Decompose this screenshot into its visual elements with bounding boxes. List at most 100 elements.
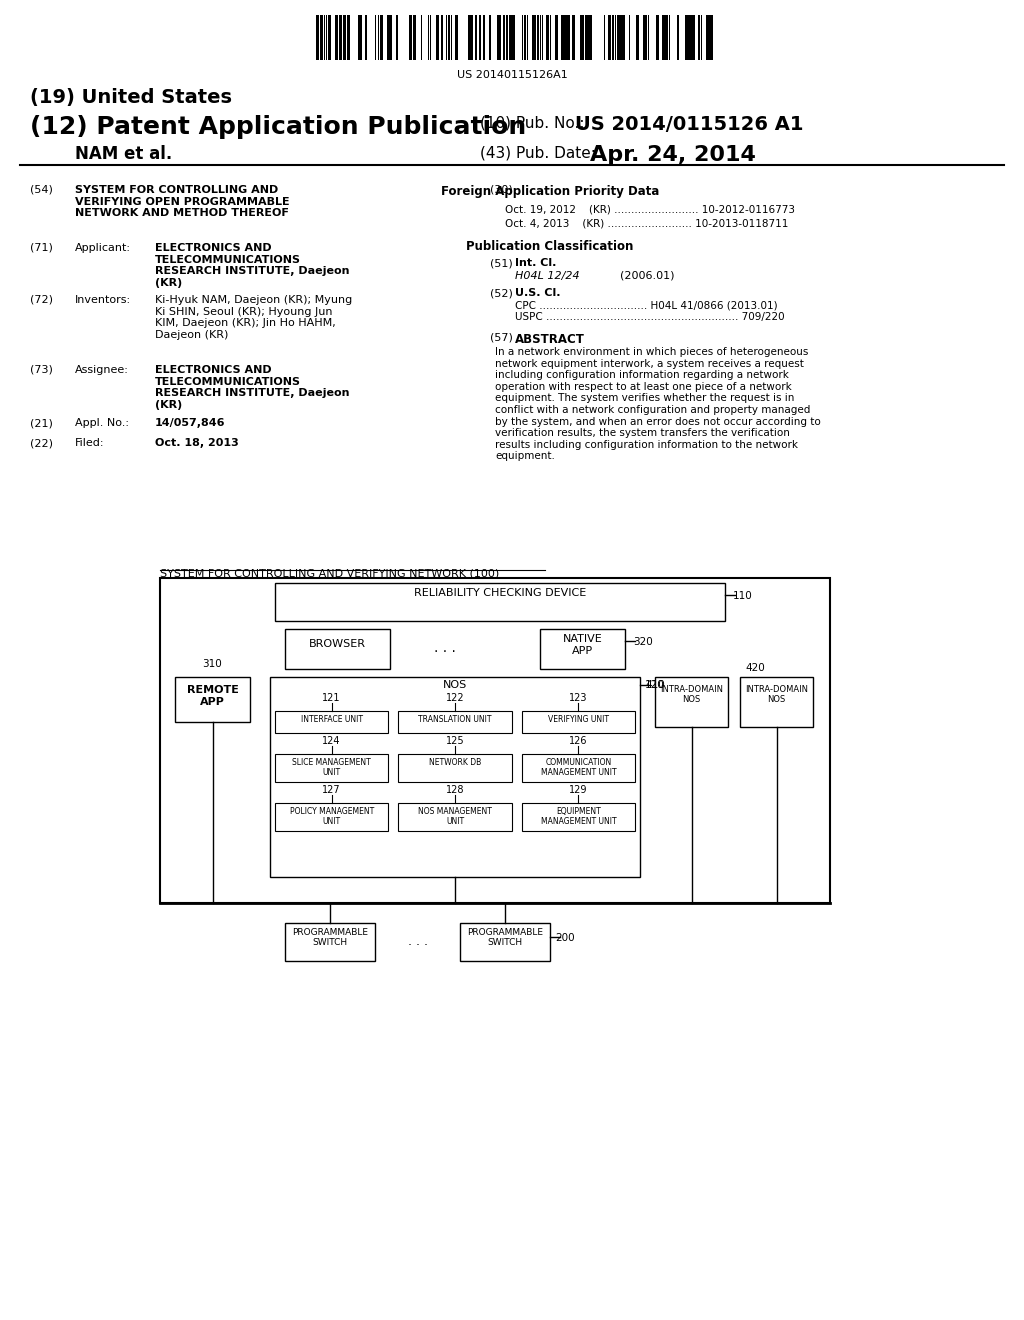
- Bar: [328, 15, 331, 59]
- Bar: [275, 711, 388, 733]
- Bar: [275, 583, 725, 620]
- Bar: [512, 15, 515, 59]
- Text: TRANSLATION UNIT: TRANSLATION UNIT: [418, 715, 492, 723]
- Text: 121: 121: [323, 693, 341, 704]
- Bar: [360, 15, 362, 59]
- Bar: [740, 677, 813, 727]
- Text: . . .: . . .: [434, 642, 456, 655]
- Text: SLICE MANAGEMENT
UNIT: SLICE MANAGEMENT UNIT: [292, 758, 371, 777]
- Text: ELECTRONICS AND
TELECOMMUNICATIONS
RESEARCH INSTITUTE, Daejeon
(KR): ELECTRONICS AND TELECOMMUNICATIONS RESEA…: [155, 366, 349, 409]
- Bar: [499, 15, 501, 59]
- Bar: [540, 630, 625, 669]
- Bar: [561, 15, 564, 59]
- Text: CPC ................................ H04L 41/0866 (2013.01): CPC ................................ H04…: [515, 300, 777, 310]
- Bar: [587, 15, 590, 59]
- Bar: [506, 15, 508, 59]
- Bar: [347, 15, 350, 59]
- Text: . . .: . . .: [408, 935, 427, 948]
- Text: (22): (22): [30, 438, 53, 447]
- Bar: [285, 923, 375, 961]
- Bar: [436, 15, 438, 59]
- Text: REMOTE
APP: REMOTE APP: [186, 685, 239, 706]
- Bar: [710, 15, 713, 59]
- Bar: [365, 15, 367, 59]
- Text: In a network environment in which pieces of heterogeneous
network equipment inte: In a network environment in which pieces…: [495, 347, 821, 462]
- Bar: [160, 578, 830, 903]
- Bar: [475, 15, 477, 59]
- Text: USPC ......................................................... 709/220: USPC ...................................…: [515, 312, 784, 322]
- Bar: [398, 754, 512, 781]
- Bar: [620, 15, 622, 59]
- Text: (21): (21): [30, 418, 53, 428]
- Text: 200: 200: [555, 933, 574, 942]
- Text: INTRA-DOMAIN
NOS: INTRA-DOMAIN NOS: [660, 685, 723, 705]
- Bar: [275, 803, 388, 832]
- Text: NOS MANAGEMENT
UNIT: NOS MANAGEMENT UNIT: [418, 807, 492, 826]
- Bar: [622, 15, 625, 59]
- Bar: [497, 15, 499, 59]
- Text: NETWORK DB: NETWORK DB: [429, 758, 481, 767]
- Text: NAM et al.: NAM et al.: [75, 145, 172, 162]
- Bar: [455, 15, 458, 59]
- Text: (19) United States: (19) United States: [30, 88, 232, 107]
- Text: COMMUNICATION
MANAGEMENT UNIT: COMMUNICATION MANAGEMENT UNIT: [541, 758, 616, 777]
- Bar: [358, 15, 360, 59]
- Text: 123: 123: [569, 693, 588, 704]
- Text: (71): (71): [30, 243, 53, 253]
- Bar: [521, 711, 635, 733]
- Bar: [688, 15, 691, 59]
- Bar: [655, 677, 728, 727]
- Text: ABSTRACT: ABSTRACT: [515, 333, 585, 346]
- Text: Int. Cl.: Int. Cl.: [515, 257, 556, 268]
- Bar: [441, 15, 443, 59]
- Text: Apr. 24, 2014: Apr. 24, 2014: [590, 145, 756, 165]
- Bar: [409, 15, 412, 59]
- Text: SYSTEM FOR CONTROLLING AND VERIFYING NETWORK (100): SYSTEM FOR CONTROLLING AND VERIFYING NET…: [160, 568, 500, 578]
- Text: (72): (72): [30, 294, 53, 305]
- Text: US 20140115126A1: US 20140115126A1: [457, 70, 567, 81]
- Bar: [564, 15, 567, 59]
- Bar: [479, 15, 481, 59]
- Text: 320: 320: [633, 638, 652, 647]
- Bar: [319, 15, 323, 59]
- Text: 410: 410: [645, 680, 665, 690]
- Bar: [572, 15, 575, 59]
- Text: Oct. 18, 2013: Oct. 18, 2013: [155, 438, 239, 447]
- Bar: [546, 15, 549, 59]
- Text: Foreign Application Priority Data: Foreign Application Priority Data: [440, 185, 659, 198]
- Bar: [390, 15, 392, 59]
- Bar: [413, 15, 416, 59]
- Bar: [275, 754, 388, 781]
- Bar: [636, 15, 639, 59]
- Text: 125: 125: [445, 737, 464, 746]
- Bar: [398, 803, 512, 832]
- Text: (12) Patent Application Publication: (12) Patent Application Publication: [30, 115, 526, 139]
- Bar: [175, 677, 250, 722]
- Bar: [460, 923, 550, 961]
- Bar: [665, 15, 668, 59]
- Bar: [580, 15, 583, 59]
- Bar: [449, 15, 450, 59]
- Bar: [567, 15, 570, 59]
- Bar: [617, 15, 620, 59]
- Bar: [471, 15, 473, 59]
- Bar: [468, 15, 471, 59]
- Bar: [270, 677, 640, 876]
- Text: (51): (51): [490, 257, 513, 268]
- Text: (10) Pub. No.:: (10) Pub. No.:: [480, 115, 585, 129]
- Bar: [685, 15, 688, 59]
- Bar: [643, 15, 646, 59]
- Bar: [656, 15, 659, 59]
- Text: (73): (73): [30, 366, 53, 375]
- Text: 122: 122: [445, 693, 464, 704]
- Bar: [608, 15, 611, 59]
- Text: Publication Classification: Publication Classification: [466, 240, 634, 253]
- Text: INTRA-DOMAIN
NOS: INTRA-DOMAIN NOS: [745, 685, 808, 705]
- Text: SYSTEM FOR CONTROLLING AND
VERIFYING OPEN PROGRAMMABLE
NETWORK AND METHOD THEREO: SYSTEM FOR CONTROLLING AND VERIFYING OPE…: [75, 185, 290, 218]
- Bar: [398, 711, 512, 733]
- Bar: [285, 630, 390, 669]
- Text: Inventors:: Inventors:: [75, 294, 131, 305]
- Bar: [335, 15, 338, 59]
- Text: (54): (54): [30, 185, 53, 195]
- Bar: [489, 15, 490, 59]
